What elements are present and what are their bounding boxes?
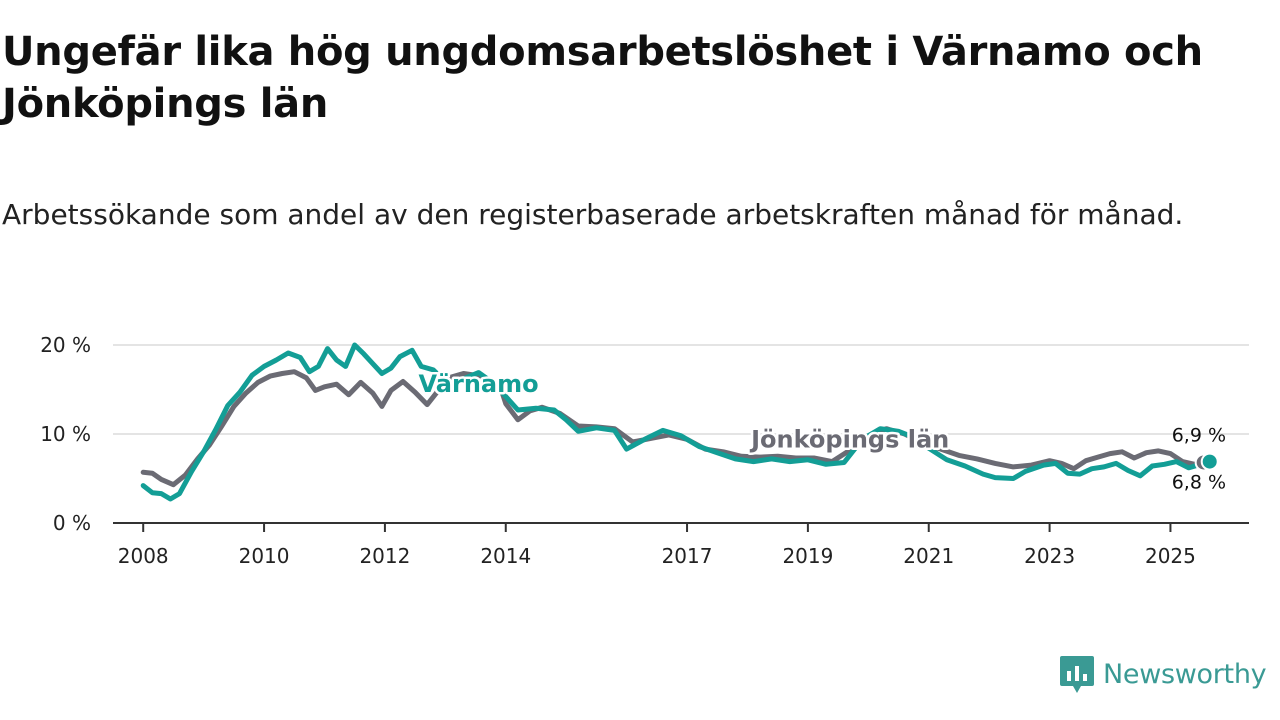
series-labels: Värnamo Jönköpings län: [416, 368, 952, 456]
series-line-jonkopings-lan: [140, 369, 1207, 488]
x-axis-ticks: 2008 2010 2012 2014 2017 2019 2021 2023 2025: [118, 523, 1196, 568]
x-tick-label: 2025: [1145, 544, 1196, 568]
y-tick-label: 0 %: [53, 511, 91, 535]
x-tick-label: 2012: [359, 544, 410, 568]
end-marker: [1200, 452, 1219, 471]
newsworthy-logo-icon: [1060, 656, 1094, 693]
newsworthy-brand[interactable]: Newsworthy: [1059, 654, 1267, 694]
chart-title: Ungefär lika hög ungdomsarbetslöshet i V…: [2, 29, 1203, 127]
series-line-varnamo: [140, 342, 1213, 502]
x-tick-label: 2017: [662, 544, 713, 568]
chart-subtitle: Arbetssökande som andel av den registerb…: [2, 198, 1184, 231]
x-tick-label: 2010: [239, 544, 290, 568]
end-value-label: 6,8 %: [1172, 471, 1226, 493]
x-tick-label: 2021: [903, 544, 954, 568]
end-markers: 6,8 % 6,9 %: [1172, 425, 1226, 494]
series-lines: [140, 342, 1213, 502]
y-axis-ticks: 0 % 10 % 20 %: [40, 333, 91, 535]
y-tick-label: 10 %: [40, 422, 91, 446]
y-tick-label: 20 %: [40, 333, 91, 357]
brand-name: Newsworthy: [1103, 658, 1267, 690]
x-tick-label: 2023: [1024, 544, 1075, 568]
x-tick-label: 2008: [118, 544, 169, 568]
x-tick-label: 2014: [480, 544, 531, 568]
series-label: Värnamo: [419, 370, 539, 398]
x-tick-label: 2019: [782, 544, 833, 568]
end-value-label: 6,9 %: [1172, 425, 1226, 447]
series-label: Jönköpings län: [749, 425, 949, 453]
